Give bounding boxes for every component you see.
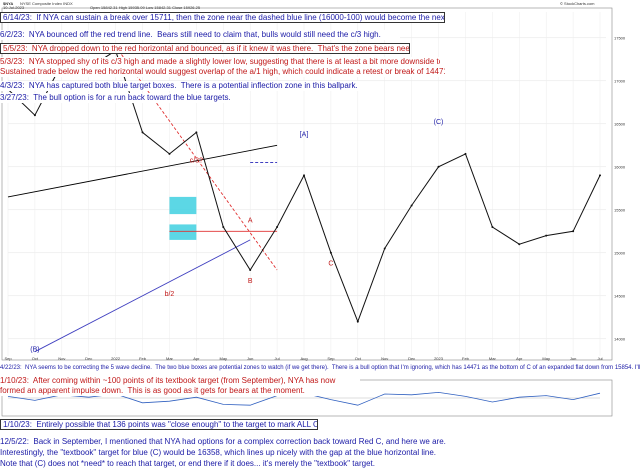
note-1-10-23-close: 1/10/23: Entirely possible that 136 poin… <box>0 419 318 430</box>
wave-label: C <box>328 261 333 268</box>
x-tick-label: Oct <box>32 356 39 361</box>
x-tick-label: 2023 <box>434 356 444 361</box>
x-tick-label: Oct <box>355 356 362 361</box>
note-6-2-23: 6/2/23: NYA bounced off the red trend li… <box>0 30 400 40</box>
x-tick-label: Feb <box>139 356 147 361</box>
price-point <box>437 165 440 168</box>
header-symbol: $NYA <box>3 1 14 6</box>
y-tick-label: 15000 <box>614 250 626 255</box>
x-tick-label: Nov <box>58 356 65 361</box>
wave-label: (C) <box>434 119 444 126</box>
note-12-5-22-a: 12/5/22: Back in September, I mentioned … <box>0 437 458 447</box>
y-tick-label: 16000 <box>614 164 626 169</box>
target-box-2 <box>169 224 197 240</box>
price-point <box>572 230 575 233</box>
x-tick-label: Dec <box>85 356 92 361</box>
y-axis: 14000 14500 15000 15500 16000 16500 17000 17500 <box>614 35 626 341</box>
price-point <box>518 243 521 246</box>
x-tick-label: 2022 <box>111 356 121 361</box>
header-ohlc: Open 15842.31 High 15935.09 Low 15842.31… <box>90 5 201 10</box>
wave-label: b/2 <box>165 291 175 298</box>
price-point <box>545 234 548 237</box>
price-point <box>303 174 305 177</box>
wave-labels: [A] A B C (B) (C) c/3? b/2 <box>30 119 443 354</box>
x-tick-label: Mar <box>166 356 174 361</box>
y-tick-label: 15500 <box>614 207 626 212</box>
header-title: NYSE Composite Index INDX <box>20 1 73 6</box>
y-tick-label: 17000 <box>614 78 626 83</box>
target-box-1 <box>169 196 197 215</box>
note-3-27-23: 3/27/23: The bull option is for a run ba… <box>0 93 250 103</box>
note-12-5-22-b: Interestingly, the "textbook" target for… <box>0 448 458 458</box>
wave-label: B <box>248 278 253 285</box>
x-tick-label: May <box>542 356 550 361</box>
price-point <box>599 174 601 177</box>
x-tick-label: Jul <box>275 356 280 361</box>
y-tick-label: 17500 <box>614 35 626 40</box>
wave-label: (B) <box>30 347 39 354</box>
note-5-3-23-b: Sustained trade below the red horizontal… <box>0 67 445 77</box>
watermark: © StockCharts.com <box>560 1 595 6</box>
price-point <box>249 269 252 271</box>
x-axis: Sep Oct Nov Dec 2022 Feb Mar Apr May Jun Jul Aug Sep… <box>4 356 602 361</box>
price-point <box>276 226 279 228</box>
x-tick-label: Dec <box>408 356 415 361</box>
price-point <box>33 114 36 117</box>
x-tick-label: Mar <box>489 356 497 361</box>
price-point <box>195 131 198 134</box>
price-series <box>7 49 601 324</box>
price-point <box>141 131 144 134</box>
x-tick-label: Jun <box>570 356 576 361</box>
x-tick-label: Feb <box>462 356 470 361</box>
price-point <box>222 226 225 228</box>
price-point <box>356 320 359 323</box>
note-1-10-23-b: formed an apparent impulse down. This is… <box>0 386 320 396</box>
y-tick-label: 14500 <box>614 293 626 298</box>
x-tick-label: Jul <box>597 356 602 361</box>
note-4-22-23: 4/22/23: NYA seems to be correcting the … <box>0 364 640 372</box>
y-tick-label: 16500 <box>614 121 626 126</box>
x-tick-label: Nov <box>381 356 388 361</box>
price-point <box>329 251 332 254</box>
x-tick-label: Apr <box>516 356 523 361</box>
note-5-3-23-a: 5/3/23: NYA stopped shy of its c/3 high … <box>0 57 440 67</box>
y-tick-label: 14000 <box>614 336 626 341</box>
x-tick-label: Sep <box>327 356 335 361</box>
price-point <box>491 226 494 228</box>
note-5-5-23: 5/5/23: NYA dropped down to the red hori… <box>0 43 410 54</box>
wave-label: [A] <box>300 132 309 139</box>
wave-label: c/3? <box>190 158 203 165</box>
price-point <box>168 152 171 155</box>
x-tick-label: Aug <box>300 356 307 361</box>
wave-label: A <box>248 218 253 225</box>
x-tick-label: May <box>219 356 227 361</box>
blue-support <box>34 239 251 353</box>
note-4-3-23: 4/3/23: NYA has captured both blue targe… <box>0 81 360 91</box>
x-tick-label: Apr <box>193 356 200 361</box>
note-1-10-23-a: 1/10/23: After coming within ~100 points… <box>0 376 360 386</box>
price-point <box>464 152 467 155</box>
x-tick-label: Jun <box>247 356 253 361</box>
note-6-14-23: 6/14/23: If NYA can sustain a break over… <box>0 12 445 23</box>
x-tick-label: Sep <box>4 356 12 361</box>
price-point <box>410 204 413 207</box>
note-12-5-22-c: Note that (C) does not *need* to reach t… <box>0 459 400 469</box>
header-date: 10-Jul-2023 <box>3 5 25 10</box>
price-point <box>383 247 386 250</box>
black-trend <box>7 144 278 198</box>
target-boxes <box>169 196 197 240</box>
